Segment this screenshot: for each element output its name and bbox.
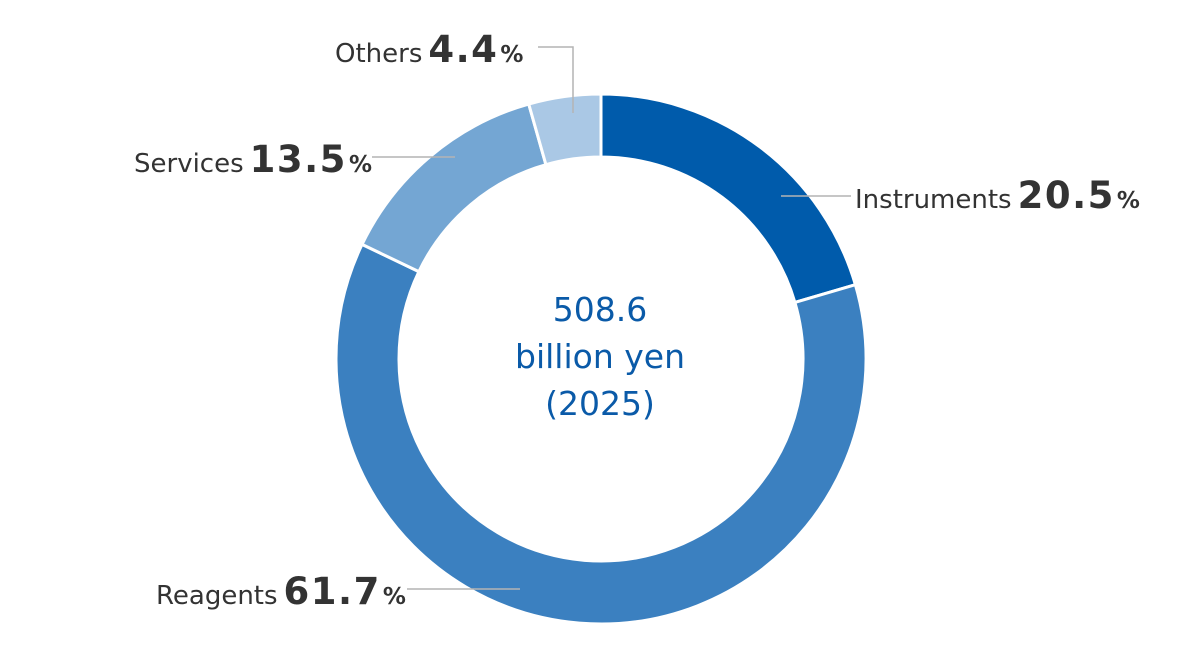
slice-label-instruments: Instruments 20.5% xyxy=(855,177,1140,214)
donut-slices xyxy=(334,92,868,626)
slice-value-services: 13.5 xyxy=(249,138,347,181)
slice-unit-instruments: % xyxy=(1116,188,1140,214)
slice-label-services: Services 13.5% xyxy=(134,141,372,178)
slice-name-reagents: Reagents xyxy=(156,581,278,611)
slice-instruments xyxy=(599,92,858,305)
slice-value-instruments: 20.5 xyxy=(1017,174,1115,217)
center-total-unit: billion yen xyxy=(515,337,685,376)
slice-value-reagents: 61.7 xyxy=(283,570,381,613)
slice-label-others: Others 4.4% xyxy=(335,31,523,68)
center-total-label: 508.6 billion yen (2025) xyxy=(450,286,750,427)
slice-name-others: Others xyxy=(335,39,423,69)
slice-value-others: 4.4 xyxy=(428,28,499,71)
slice-unit-others: % xyxy=(500,42,524,68)
slice-name-services: Services xyxy=(134,149,244,179)
leader-lines xyxy=(372,46,851,590)
leader-line-others xyxy=(538,46,574,113)
slice-unit-services: % xyxy=(348,152,372,178)
center-total-year: (2025) xyxy=(545,384,655,423)
slice-others xyxy=(526,92,603,167)
center-total-value: 508.6 xyxy=(552,290,648,329)
slice-label-reagents: Reagents 61.7% xyxy=(156,573,406,610)
slice-unit-reagents: % xyxy=(382,584,406,610)
slice-reagents xyxy=(334,242,868,626)
slice-name-instruments: Instruments xyxy=(855,185,1012,215)
slice-services xyxy=(360,102,548,274)
